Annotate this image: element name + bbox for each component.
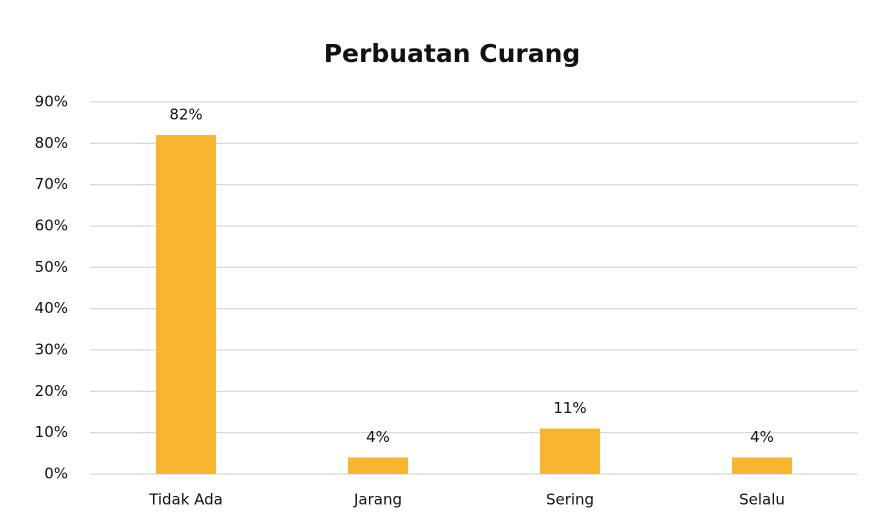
bar: [156, 135, 216, 475]
bar: [732, 457, 792, 474]
y-tick-label: 40%: [35, 299, 68, 317]
y-tick-label: 50%: [35, 258, 68, 276]
y-tick-label: 10%: [35, 423, 68, 441]
x-tick-label: Selalu: [739, 491, 785, 509]
bar: [540, 428, 600, 474]
y-tick-label: 0%: [44, 465, 68, 483]
y-tick-label: 90%: [35, 93, 68, 111]
data-label: 4%: [366, 428, 390, 446]
y-tick-label: 30%: [35, 341, 68, 359]
data-label: 82%: [169, 106, 202, 124]
bar: [348, 457, 408, 474]
x-tick-label: Tidak Ada: [148, 491, 223, 509]
y-tick-label: 80%: [35, 134, 68, 152]
y-tick-label: 20%: [35, 382, 68, 400]
x-tick-label: Jarang: [353, 491, 402, 509]
data-label: 4%: [750, 428, 774, 446]
y-tick-label: 70%: [35, 175, 68, 193]
x-tick-label: Sering: [546, 491, 594, 509]
data-label: 11%: [553, 399, 586, 417]
y-tick-label: 60%: [35, 217, 68, 235]
chart-title: Perbuatan Curang: [324, 39, 581, 68]
